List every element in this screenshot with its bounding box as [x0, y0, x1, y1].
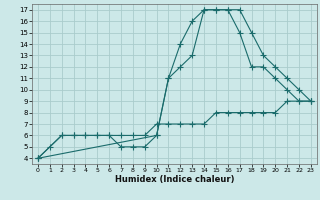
- X-axis label: Humidex (Indice chaleur): Humidex (Indice chaleur): [115, 175, 234, 184]
